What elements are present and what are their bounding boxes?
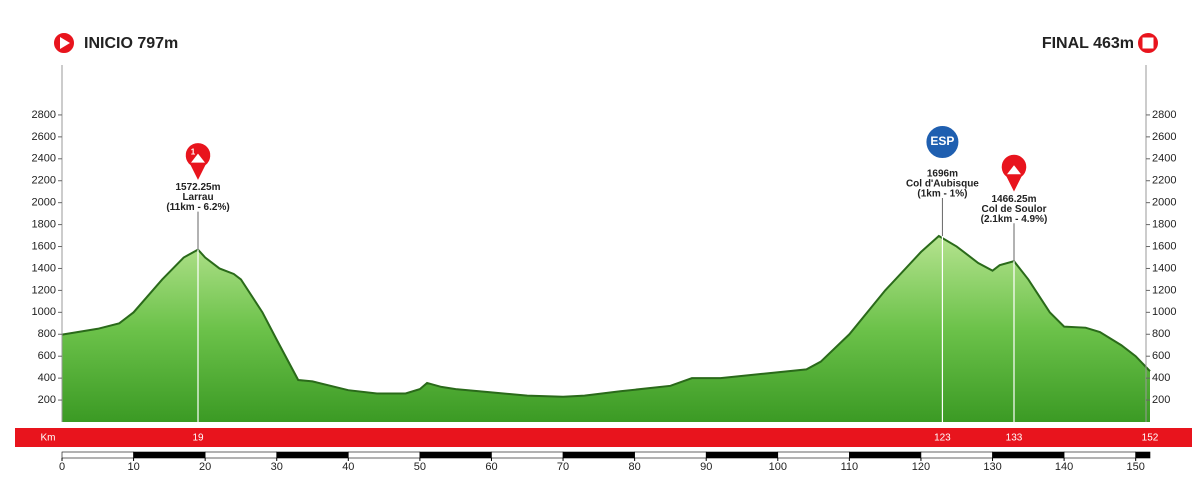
summit-elevation: 1696m bbox=[927, 169, 958, 180]
y-tick-label: 2400 bbox=[32, 153, 56, 165]
km-marker: 152 bbox=[1142, 433, 1159, 444]
x-tick-label: 40 bbox=[342, 461, 354, 473]
y-tick-label: 200 bbox=[1152, 394, 1170, 406]
summit-detail: (11km - 6.2%) bbox=[166, 202, 229, 213]
summit-name: Col d'Aubisque bbox=[906, 179, 979, 190]
summit-name: Larrau bbox=[182, 192, 213, 203]
y-tick-label: 1200 bbox=[32, 284, 56, 296]
y-tick-label: 2800 bbox=[1152, 109, 1176, 121]
x-tick-label: 70 bbox=[557, 461, 569, 473]
y-tick-label: 200 bbox=[38, 394, 56, 406]
start-label: INICIO 797m bbox=[84, 35, 178, 52]
summit-detail: (2.1km - 4.9%) bbox=[981, 214, 1048, 225]
scale-segment bbox=[1135, 451, 1151, 459]
y-tick-label: 600 bbox=[1152, 350, 1170, 362]
y-tick-label: 1000 bbox=[1152, 306, 1176, 318]
y-tick-label: 1400 bbox=[32, 262, 56, 274]
x-tick-label: 0 bbox=[59, 461, 65, 473]
x-tick-label: 150 bbox=[1127, 461, 1145, 473]
x-tick-label: 10 bbox=[127, 461, 139, 473]
summit-elevation: 1466.25m bbox=[991, 194, 1036, 205]
summit-badge-text: 1 bbox=[191, 148, 196, 157]
scale-segment bbox=[1063, 451, 1136, 459]
km-marker: 133 bbox=[1006, 433, 1023, 444]
summit-badge bbox=[924, 124, 961, 161]
summit-pin-mountain bbox=[191, 153, 205, 163]
scale-segment bbox=[491, 451, 564, 459]
summit-pin-mountain bbox=[1007, 165, 1021, 175]
scale-segment bbox=[276, 451, 349, 459]
elevation-area bbox=[62, 236, 1150, 422]
km-bar-label: Km bbox=[41, 433, 56, 444]
x-tick-label: 130 bbox=[983, 461, 1001, 473]
x-tick-label: 110 bbox=[841, 461, 859, 473]
y-tick-label: 1600 bbox=[1152, 240, 1176, 252]
y-tick-label: 1800 bbox=[1152, 219, 1176, 231]
summit-badge-text: ESP bbox=[930, 134, 954, 148]
y-tick-label: 1400 bbox=[1152, 262, 1176, 274]
y-tick-label: 600 bbox=[38, 350, 56, 362]
y-tick-label: 1200 bbox=[1152, 284, 1176, 296]
scale-segment bbox=[705, 451, 779, 459]
x-tick-label: 80 bbox=[629, 461, 641, 473]
y-tick-label: 1800 bbox=[32, 219, 56, 231]
x-tick-label: 100 bbox=[769, 461, 787, 473]
km-marker: 123 bbox=[934, 433, 951, 444]
km-bar bbox=[15, 428, 1192, 447]
x-tick-label: 30 bbox=[271, 461, 283, 473]
x-tick-label: 90 bbox=[700, 461, 712, 473]
scale-segment bbox=[61, 451, 134, 459]
y-tick-label: 2000 bbox=[32, 197, 56, 209]
scale-segment bbox=[849, 451, 922, 459]
summit-detail: (1km - 1%) bbox=[917, 189, 967, 200]
scale-segment bbox=[133, 451, 206, 459]
y-tick-label: 2000 bbox=[1152, 197, 1176, 209]
y-tick-label: 2600 bbox=[32, 131, 56, 143]
y-tick-label: 2400 bbox=[1152, 153, 1176, 165]
y-tick-label: 1600 bbox=[32, 240, 56, 252]
scale-segment bbox=[777, 451, 850, 459]
scale-segment bbox=[992, 451, 1065, 459]
x-tick-label: 140 bbox=[1055, 461, 1073, 473]
y-tick-label: 400 bbox=[1152, 372, 1170, 384]
y-tick-label: 2600 bbox=[1152, 131, 1176, 143]
scale-segment bbox=[348, 451, 421, 459]
x-tick-label: 60 bbox=[485, 461, 497, 473]
elevation-line bbox=[61, 234, 1151, 398]
scale-segment bbox=[920, 451, 993, 459]
y-tick-label: 2800 bbox=[32, 109, 56, 121]
y-tick-label: 400 bbox=[38, 372, 56, 384]
scale-segment bbox=[634, 451, 707, 459]
y-tick-label: 2200 bbox=[32, 175, 56, 187]
y-tick-label: 1000 bbox=[32, 306, 56, 318]
scale-segment bbox=[204, 451, 278, 459]
summit-elevation: 1572.25m bbox=[175, 182, 220, 193]
x-tick-label: 120 bbox=[912, 461, 930, 473]
km-marker: 19 bbox=[192, 433, 204, 444]
finish-label: FINAL 463m bbox=[1042, 35, 1134, 52]
y-tick-label: 800 bbox=[1152, 328, 1170, 340]
y-tick-label: 2200 bbox=[1152, 175, 1176, 187]
scale-segment bbox=[562, 451, 635, 459]
x-tick-label: 20 bbox=[199, 461, 211, 473]
scale-segment bbox=[419, 451, 492, 459]
x-tick-label: 50 bbox=[414, 461, 426, 473]
summit-name: Col de Soulor bbox=[982, 204, 1047, 215]
y-tick-label: 800 bbox=[38, 328, 56, 340]
finish-flag bbox=[1141, 36, 1155, 50]
start-icon-arrow bbox=[60, 37, 70, 49]
